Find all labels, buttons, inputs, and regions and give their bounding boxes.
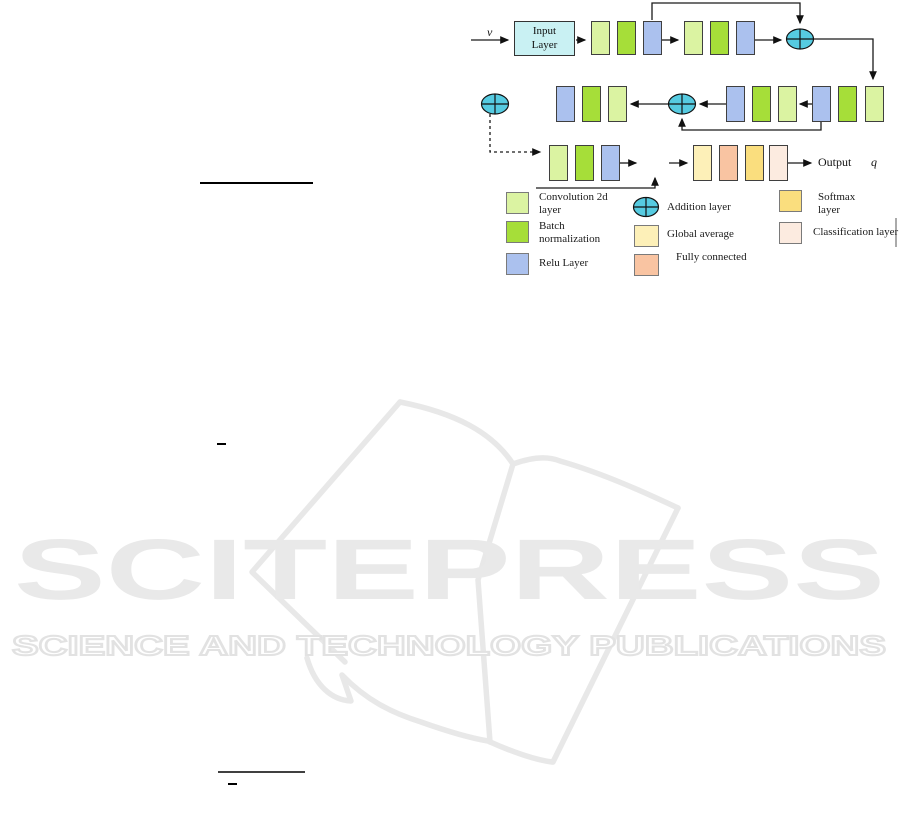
batchnorm-layer-rect — [617, 21, 636, 55]
legend-relu-swatch — [506, 253, 529, 275]
legend-classification-label: Classification layer — [813, 226, 899, 238]
conv-layer-rect — [549, 145, 568, 181]
legend-conv-swatch — [506, 192, 529, 214]
watermark-subtitle-text: SCIENCE AND TECHNOLOGY PUBLICATIONS — [12, 630, 886, 661]
legend-classification-swatch — [779, 222, 802, 244]
book-left-page-top-icon — [397, 399, 516, 467]
fully-connected-layer-rect — [719, 145, 738, 181]
batchnorm-layer-rect — [582, 86, 601, 122]
batchnorm-layer-rect — [752, 86, 771, 122]
legend-softmax-label: Softmax layer — [818, 191, 856, 216]
watermark-logo-text: SCITEPRESS — [14, 522, 885, 618]
global-average-layer-rect — [693, 145, 712, 181]
legend-global-average-swatch — [634, 225, 659, 247]
addition-node-icon — [667, 93, 697, 115]
book-spine-fold-icon — [475, 461, 516, 745]
relu-layer-rect — [601, 145, 620, 181]
relu-layer-rect — [643, 21, 662, 55]
relu-layer-rect — [736, 21, 755, 55]
conv-layer-rect — [684, 21, 703, 55]
batchnorm-layer-rect — [575, 145, 594, 181]
book-right-page-top-icon — [510, 455, 681, 511]
legend-relu-label: Relu Layer — [539, 257, 589, 269]
legend-addition-label: Addition layer — [667, 201, 731, 213]
output-variable-label: q — [871, 155, 877, 169]
skip-connection-row2 — [678, 117, 822, 131]
conv-layer-rect — [865, 86, 884, 122]
addition-node-icon — [785, 28, 815, 50]
skip-connection-row1 — [651, 2, 804, 25]
addition-node-icon — [480, 93, 510, 115]
legend-addition-icon — [632, 196, 660, 218]
book-left-cover-icon — [249, 399, 403, 665]
legend-fully-connected-label: Fully connected — [676, 251, 747, 263]
input-layer-box: Input Layer — [514, 21, 575, 56]
input-variable-label: v — [487, 25, 493, 39]
legend-global-average-label: Global average — [667, 228, 734, 240]
dashed-arrow-to-row3 — [489, 114, 542, 156]
softmax-layer-rect — [745, 145, 764, 181]
arrow-row1-to-row2 — [813, 38, 877, 81]
legend-fully-connected-swatch — [634, 254, 659, 276]
batchnorm-layer-rect — [710, 21, 729, 55]
legend-softmax-swatch — [779, 190, 802, 212]
book-bottom-pages-icon — [304, 655, 555, 765]
legend-batchnorm-swatch — [506, 221, 529, 243]
relu-layer-rect — [556, 86, 575, 122]
conv-layer-rect — [608, 86, 627, 122]
conv-layer-rect — [778, 86, 797, 122]
output-label: Output — [818, 155, 852, 169]
conv-layer-rect — [591, 21, 610, 55]
legend-conv-label: Convolution 2d layer — [539, 191, 608, 216]
relu-layer-rect — [812, 86, 831, 122]
skip-connection-row3 — [536, 176, 659, 189]
batchnorm-layer-rect — [838, 86, 857, 122]
relu-layer-rect — [726, 86, 745, 122]
legend-batchnorm-label: Batch normalization — [539, 220, 601, 245]
classification-layer-rect — [769, 145, 788, 181]
book-right-edge-icon — [550, 505, 681, 765]
